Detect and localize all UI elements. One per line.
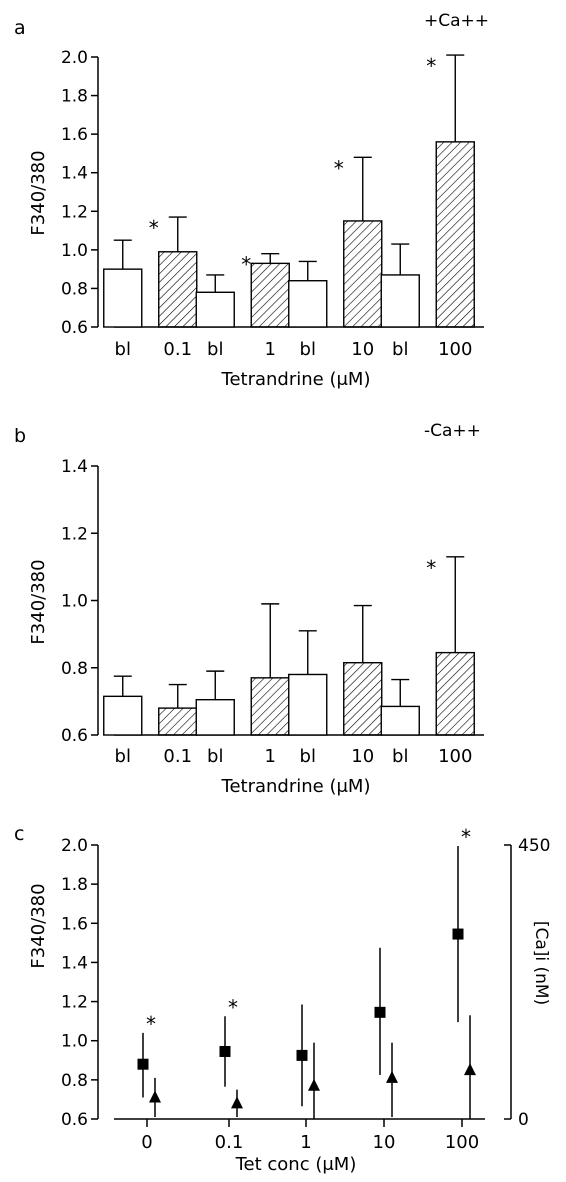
- bar-tetrandrine: [250, 677, 290, 736]
- x-tick-label: 10: [373, 1132, 396, 1153]
- data-point-square: [452, 928, 464, 940]
- bar-tetrandrine: [343, 662, 383, 736]
- y-tick-label: 1.6: [61, 914, 88, 934]
- significance-marker: *: [149, 216, 159, 240]
- y-tick-label: 0.8: [61, 659, 88, 679]
- data-point-triangle: [464, 1063, 476, 1076]
- x-axis-label: Tet conc (μM): [235, 1154, 357, 1175]
- x-axis-label: Tetrandrine (μM): [221, 776, 371, 797]
- y-tick-label: 2.0: [61, 836, 88, 856]
- bar-baseline: [195, 291, 235, 328]
- y-tick-label: 1.4: [61, 164, 88, 184]
- condition-label: -Ca++: [424, 421, 481, 441]
- x-tick-label: 10: [351, 746, 374, 767]
- data-point-triangle: [386, 1070, 398, 1083]
- x-tick-label: 100: [438, 339, 472, 360]
- panel-c: c F340/380 [Ca]i (nM) Tet conc (μM) 0.6 0…: [14, 823, 551, 1175]
- x-tick-label: 1: [265, 746, 276, 767]
- y2-axis-label: [Ca]i (nM): [531, 921, 551, 1005]
- x-tick-label: bl: [115, 339, 131, 360]
- data-point-square: [374, 1006, 386, 1018]
- significance-marker: *: [461, 825, 471, 849]
- y-tick-label: 1.6: [61, 125, 88, 145]
- bar-baseline: [380, 274, 420, 328]
- y-tick-label: 0.6: [61, 318, 88, 338]
- data-point-triangle: [231, 1096, 243, 1109]
- y-axis-label: F340/380: [28, 559, 49, 644]
- bar-baseline: [288, 280, 328, 328]
- panel-a: a +Ca++ F340/380 Tetrandrine (μM) 0.6 0.8…: [14, 11, 489, 390]
- x-tick-label: bl: [207, 339, 223, 360]
- x-tick-label: 1: [265, 339, 276, 360]
- bar-tetrandrine: [343, 220, 383, 328]
- y2-tick-label: 450: [518, 836, 550, 856]
- x-tick-label: bl: [207, 746, 223, 767]
- x-tick-label: 1: [300, 1132, 311, 1153]
- panel-label: c: [14, 823, 24, 845]
- panel-b: b -Ca++ F340/380 Tetrandrine (μM) 0.6 0.8…: [14, 421, 484, 797]
- significance-marker: *: [228, 995, 238, 1019]
- bar-baseline: [195, 698, 235, 736]
- y-tick-label: 0.6: [61, 726, 88, 746]
- data-point-square: [137, 1058, 149, 1070]
- bar-tetrandrine: [250, 262, 290, 328]
- significance-marker: *: [241, 253, 251, 277]
- x-axis-label: Tetrandrine (μM): [221, 369, 371, 390]
- y-tick-label: 1.8: [61, 87, 88, 107]
- significance-marker: *: [146, 1012, 156, 1036]
- x-tick-label: 0.1: [163, 339, 192, 360]
- bar-baseline: [103, 695, 143, 736]
- data-point-triangle: [149, 1090, 161, 1103]
- data-point-square: [219, 1045, 231, 1057]
- x-tick-label: bl: [300, 339, 316, 360]
- y-axis-label: F340/380: [28, 150, 49, 235]
- data-point-square: [296, 1049, 308, 1061]
- x-tick-label: bl: [115, 746, 131, 767]
- y-tick-label: 1.0: [61, 1032, 88, 1052]
- x-tick-label: bl: [300, 746, 316, 767]
- y-tick-label: 1.0: [61, 241, 88, 261]
- panel-label: b: [14, 425, 26, 447]
- y-tick-label: 1.0: [61, 592, 88, 612]
- x-tick-label: 0: [141, 1132, 152, 1153]
- y-axis-label: F340/380: [28, 883, 49, 968]
- condition-label: +Ca++: [424, 11, 489, 31]
- data-point-triangle: [308, 1078, 320, 1091]
- bar-tetrandrine: [158, 707, 198, 736]
- x-tick-label: 10: [351, 339, 374, 360]
- y-tick-label: 1.2: [61, 993, 88, 1013]
- x-tick-label: 100: [438, 746, 472, 767]
- x-tick-label: bl: [392, 746, 408, 767]
- significance-marker: *: [426, 54, 436, 78]
- bar-baseline: [380, 705, 420, 736]
- x-tick-label: 0.1: [215, 1132, 244, 1153]
- x-tick-label: 100: [445, 1132, 479, 1153]
- bar-tetrandrine: [435, 651, 475, 736]
- y-tick-label: 0.6: [61, 1110, 88, 1130]
- significance-marker: *: [334, 156, 344, 180]
- y-tick-label: 1.4: [61, 953, 88, 973]
- y-tick-label: 2.0: [61, 48, 88, 68]
- y-tick-label: 0.8: [61, 1071, 88, 1091]
- y-tick-label: 0.8: [61, 279, 88, 299]
- x-tick-label: 0.1: [163, 746, 192, 767]
- x-tick-label: bl: [392, 339, 408, 360]
- y-tick-label: 1.2: [61, 524, 88, 544]
- bar-baseline: [103, 268, 143, 328]
- bar-tetrandrine: [158, 251, 198, 328]
- bar-baseline: [288, 673, 328, 736]
- y2-tick-label: 0: [518, 1110, 529, 1130]
- significance-marker: *: [426, 556, 436, 580]
- y-tick-label: 1.4: [61, 457, 88, 477]
- y-tick-label: 1.8: [61, 875, 88, 895]
- y-tick-label: 1.2: [61, 202, 88, 222]
- bar-tetrandrine: [435, 141, 475, 328]
- panel-label: a: [14, 17, 26, 39]
